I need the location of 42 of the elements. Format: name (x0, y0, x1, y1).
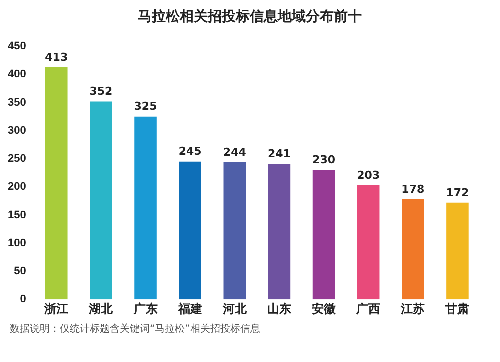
bar (45, 67, 68, 300)
y-tick-label: 450 (8, 40, 26, 53)
x-tick-label: 甘肃 (444, 302, 470, 316)
x-tick-label: 江苏 (400, 302, 426, 316)
x-tick-label: 河北 (222, 302, 248, 316)
x-tick-label: 安徽 (312, 302, 338, 316)
x-tick-label: 福建 (177, 302, 202, 316)
y-tick-label: 300 (8, 124, 26, 137)
bar (268, 164, 291, 300)
bar (134, 116, 157, 300)
x-tick-label: 湖北 (88, 302, 114, 316)
data-label: 241 (268, 147, 291, 160)
y-tick-label: 0 (20, 294, 26, 306)
y-tick-label: 150 (8, 209, 26, 222)
y-tick-label: 200 (8, 181, 26, 194)
data-label: 172 (446, 186, 470, 200)
bar (90, 102, 112, 300)
x-tick-label: 浙江 (44, 302, 69, 316)
x-tick-label: 山东 (267, 302, 292, 316)
bar (179, 162, 202, 300)
y-tick-label: 100 (8, 237, 26, 250)
x-tick-label: 广西 (356, 302, 381, 316)
data-label: 178 (402, 182, 425, 196)
bar (312, 170, 336, 300)
data-label: 352 (90, 85, 113, 98)
y-tick-label: 350 (8, 96, 26, 109)
data-label: 325 (134, 100, 158, 114)
data-label: 245 (178, 145, 202, 158)
y-tick-label: 50 (14, 266, 26, 278)
x-tick-label: 广东 (132, 302, 158, 316)
data-label: 203 (357, 168, 380, 182)
bar (446, 202, 469, 300)
text: 数据说明：仅统计标题含关键词“马拉松”相关招投标信息 (10, 322, 260, 336)
y-tick-label: 250 (8, 153, 26, 166)
bar (357, 185, 380, 300)
data-label: 244 (223, 146, 247, 159)
bar (402, 200, 424, 300)
bar (224, 162, 246, 300)
y-tick-label: 400 (8, 68, 26, 81)
data-label: 413 (45, 50, 68, 64)
data-label: 230 (312, 154, 336, 167)
chart-title: 马拉松相关招投标信息地域分布前十 (137, 8, 363, 26)
